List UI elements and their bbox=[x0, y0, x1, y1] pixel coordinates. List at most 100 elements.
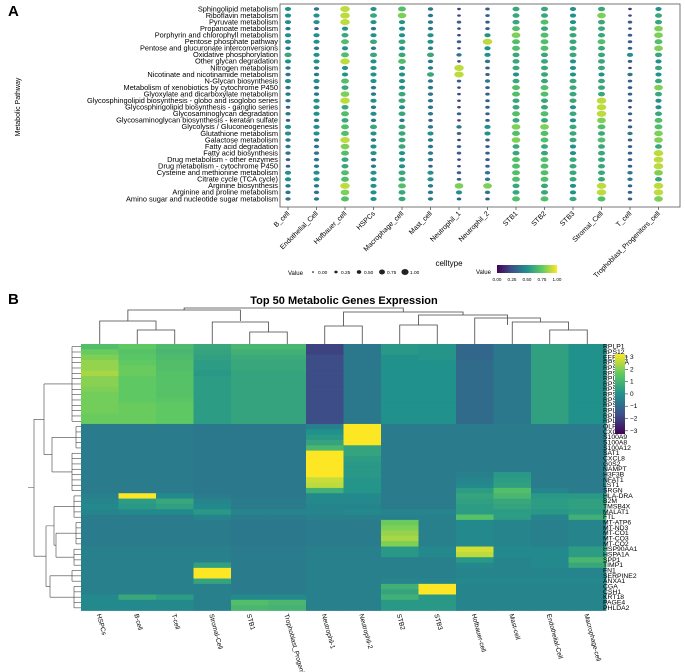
dot bbox=[484, 124, 491, 129]
heatmap-cell bbox=[231, 541, 269, 547]
heatmap-cell bbox=[231, 578, 269, 585]
dot bbox=[654, 196, 663, 202]
heatmap-cell bbox=[568, 344, 607, 350]
heatmap-cell bbox=[81, 530, 119, 537]
heatmap-cell bbox=[456, 530, 494, 537]
dot bbox=[398, 157, 406, 162]
heatmap-cell bbox=[531, 562, 569, 569]
dot bbox=[340, 19, 350, 26]
heatmap-cell bbox=[306, 407, 344, 414]
dot bbox=[627, 20, 633, 24]
dot bbox=[285, 138, 291, 142]
heatmap-cell bbox=[156, 519, 194, 526]
dot bbox=[457, 138, 461, 142]
celltype-label: Neutrophil_2 bbox=[458, 210, 491, 243]
dot bbox=[369, 52, 378, 58]
heatmap-cell bbox=[456, 413, 494, 420]
heatmap-cell bbox=[231, 439, 269, 446]
dot bbox=[427, 39, 434, 44]
heatmap-cell bbox=[381, 450, 419, 457]
dot bbox=[427, 26, 434, 31]
dot bbox=[456, 197, 462, 201]
heatmap-cell bbox=[193, 546, 232, 553]
heatmap-cell bbox=[193, 429, 232, 436]
pathway-label: Citrate cycle (TCA cycle) bbox=[197, 175, 278, 184]
heatmap-cell bbox=[381, 413, 419, 420]
heatmap-cell bbox=[418, 562, 457, 569]
heatmap-cell bbox=[306, 535, 344, 542]
heatmap-cell bbox=[306, 567, 344, 574]
size-legend: Value 0.00 0.25 0.50 0.75 1.00 bbox=[288, 269, 420, 277]
heatmap-cell bbox=[118, 455, 157, 462]
heatmap-cell bbox=[193, 551, 232, 558]
heatmap-cell bbox=[493, 583, 532, 590]
dot bbox=[341, 124, 349, 130]
dot bbox=[426, 52, 435, 58]
heatmap-cell bbox=[81, 354, 119, 361]
heatmap-cell bbox=[193, 381, 232, 388]
dot bbox=[456, 151, 462, 155]
dot bbox=[511, 32, 521, 38]
heatmap-cell bbox=[81, 370, 119, 377]
heatmap-cell bbox=[493, 455, 532, 462]
pathway-label: Glycolysis / Gluconeogenesis bbox=[181, 122, 278, 131]
heatmap-cell bbox=[531, 365, 569, 372]
heatmap-cell bbox=[418, 391, 457, 398]
dot bbox=[597, 131, 606, 136]
dot bbox=[569, 85, 577, 90]
heatmap-cell bbox=[306, 445, 344, 451]
heatmap-cell bbox=[118, 546, 157, 553]
heatmap-cell bbox=[193, 413, 232, 420]
heatmap-cell bbox=[268, 450, 307, 457]
heatmap-cell bbox=[418, 471, 457, 478]
dot bbox=[540, 59, 549, 64]
dot bbox=[370, 20, 377, 25]
heatmap-cell bbox=[418, 594, 457, 601]
heatmap-cell bbox=[568, 413, 607, 420]
dot bbox=[398, 6, 406, 12]
heatmap-cell bbox=[268, 557, 307, 563]
dot bbox=[313, 92, 320, 96]
dot bbox=[540, 118, 549, 123]
row-dendro-branch bbox=[62, 586, 75, 608]
dot bbox=[454, 183, 464, 189]
dot bbox=[485, 145, 490, 149]
size-legend-label: 0.00 bbox=[318, 270, 328, 276]
dot bbox=[370, 72, 377, 77]
heatmap-cell bbox=[418, 381, 457, 388]
dot bbox=[427, 79, 434, 83]
color-legend-title: Value bbox=[476, 270, 492, 276]
gene-label: S100A9 bbox=[603, 434, 627, 441]
dot bbox=[628, 119, 632, 122]
dot bbox=[341, 157, 349, 162]
heatmap-cell bbox=[381, 397, 419, 404]
heatmap-cell bbox=[193, 445, 232, 451]
dot bbox=[512, 72, 520, 77]
heatmap-column-label: Trophoblast_Progenitors-cell bbox=[282, 613, 311, 672]
dot bbox=[284, 52, 292, 58]
heatmap-cell bbox=[81, 546, 119, 553]
heatmap-cell bbox=[493, 375, 532, 382]
heatmap-cell bbox=[343, 487, 382, 494]
heatmap-cell bbox=[456, 487, 494, 494]
dot bbox=[457, 86, 461, 89]
dot bbox=[427, 177, 434, 182]
heatmap-cell bbox=[306, 370, 344, 377]
gene-label: MT-CO3 bbox=[603, 535, 629, 542]
dot bbox=[457, 119, 461, 122]
dot bbox=[627, 99, 633, 103]
heatmap-cell bbox=[118, 359, 157, 366]
heatmap-cell bbox=[193, 589, 232, 595]
gene-label: CXCL8 bbox=[603, 456, 625, 463]
dot bbox=[512, 13, 520, 18]
heatmap-cell bbox=[118, 365, 157, 372]
color-legend-bar bbox=[497, 265, 557, 273]
heatmap-cell bbox=[118, 397, 157, 404]
heatmap-cell bbox=[381, 391, 419, 398]
heatmap-cell bbox=[456, 439, 494, 446]
heatmap-cell bbox=[568, 594, 607, 601]
heatmap-cell bbox=[456, 525, 494, 531]
heatmap-cell bbox=[381, 562, 419, 569]
heatmap-cell bbox=[456, 541, 494, 547]
heatmap-cell bbox=[268, 525, 307, 531]
